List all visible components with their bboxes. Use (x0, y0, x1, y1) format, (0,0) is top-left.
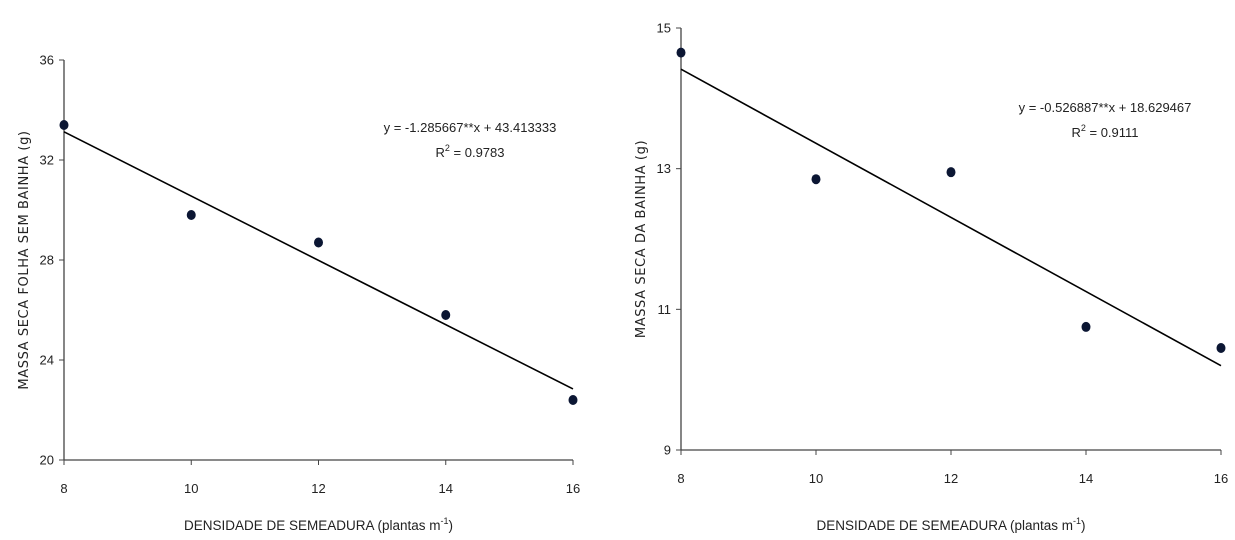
x-axis-label: DENSIDADE DE SEMEADURA (plantas m-1) (184, 516, 453, 533)
x-tick-label: 10 (809, 471, 823, 486)
r-squared-prefix: R (1071, 125, 1080, 140)
y-tick-label: 13 (657, 161, 671, 176)
x-tick-label: 16 (566, 481, 580, 496)
x-tick-label: 14 (1079, 471, 1093, 486)
data-point (568, 395, 578, 405)
x-axis-label-sup: -1 (1073, 516, 1081, 526)
data-point (811, 174, 821, 185)
r-squared-value: = 0.9783 (450, 145, 505, 160)
x-tick-label: 10 (184, 481, 198, 496)
y-axis-label: MASSA SECA DA BAINHA (g) (634, 140, 649, 338)
y-tick-label: 11 (658, 302, 672, 317)
y-tick-label: 9 (664, 443, 671, 458)
r-squared-value: = 0.9111 (1086, 125, 1139, 140)
x-axis-label-main: DENSIDADE DE SEMEADURA (plantas m (184, 518, 441, 533)
data-point (1216, 343, 1226, 354)
trendline (680, 68, 1222, 367)
x-tick-label: 8 (677, 471, 684, 486)
data-point (441, 310, 451, 320)
x-tick-label: 16 (1214, 471, 1228, 486)
x-tick-label: 12 (311, 481, 325, 496)
data-point (314, 237, 323, 248)
y-tick-label: 36 (40, 53, 54, 68)
r-squared-sup: 2 (1081, 123, 1086, 133)
r-squared: R2 = 0.9783 (436, 143, 505, 160)
r-squared-sup: 2 (445, 143, 450, 153)
x-tick-label: 8 (60, 481, 67, 496)
y-tick-label: 20 (40, 453, 54, 468)
data-point (59, 120, 69, 130)
y-tick-label: 15 (657, 21, 671, 36)
y-tick-label: 28 (40, 253, 54, 268)
x-tick-label: 14 (439, 481, 453, 496)
data-point (676, 47, 686, 58)
y-axis-label: MASSA SECA FOLHA SEM BAINHA (g) (17, 130, 32, 389)
x-axis-label-end: ) (449, 518, 454, 533)
x-axis-label-end: ) (1081, 518, 1086, 533)
x-axis-label-main: DENSIDADE DE SEMEADURA (plantas m (816, 518, 1073, 533)
data-point (946, 167, 956, 178)
chart-left: 20 24 28 32 36 8 10 12 14 16 y = -1.285667**x + 43… (17, 53, 580, 534)
data-point (186, 210, 196, 220)
regression-equation: y = -0.526887**x + 18.629467 (1019, 100, 1192, 115)
x-axis-label-sup: -1 (441, 516, 449, 526)
r-squared: R2 = 0.9111 (1071, 123, 1138, 140)
y-tick-label: 24 (40, 353, 54, 368)
x-tick-label: 12 (944, 471, 958, 486)
y-tick-label: 32 (40, 153, 54, 168)
r-squared-prefix: R (436, 145, 445, 160)
regression-equation: y = -1.285667**x + 43.413333 (384, 120, 557, 135)
x-axis-label: DENSIDADE DE SEMEADURA (plantas m-1) (816, 516, 1085, 533)
trendline (63, 131, 574, 390)
data-point (1081, 321, 1091, 332)
chart-right: 9 11 13 15 8 10 12 14 16 y = -0.526887**x + 18.62… (634, 21, 1228, 534)
